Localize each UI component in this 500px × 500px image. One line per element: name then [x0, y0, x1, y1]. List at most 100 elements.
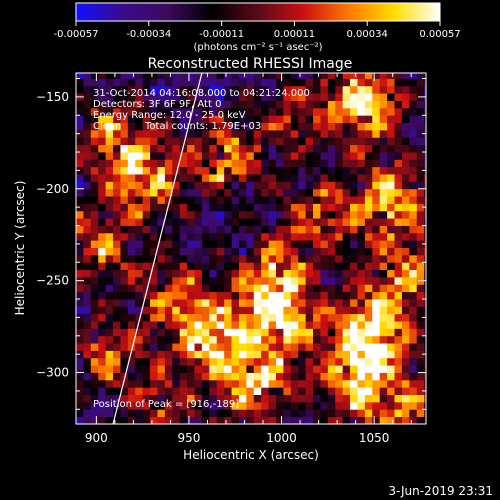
- heatmap-cell: [194, 306, 203, 315]
- heatmap-cell: [253, 203, 262, 212]
- heatmap-cell: [350, 174, 358, 182]
- heatmap-cell: [142, 210, 151, 219]
- heatmap-cell: [327, 291, 336, 300]
- heatmap-cell: [194, 232, 203, 241]
- heatmap-cell: [261, 203, 269, 212]
- heatmap-cell: [135, 276, 144, 285]
- heatmap-cell: [238, 276, 247, 285]
- y-tick-label: −300: [36, 366, 69, 380]
- info-clean: Clean: [93, 121, 121, 132]
- heatmap-cell: [268, 85, 277, 94]
- heatmap-cell: [276, 152, 284, 160]
- heatmap-cell: [268, 122, 277, 131]
- heatmap-cell: [313, 328, 321, 337]
- heatmap-cell: [98, 129, 107, 138]
- heatmap-cell: [276, 181, 284, 190]
- heatmap-cell: [83, 321, 92, 329]
- heatmap-cell: [409, 262, 418, 271]
- heatmap-cell: [409, 137, 418, 146]
- heatmap-cell: [335, 181, 344, 190]
- heatmap-cell: [135, 299, 144, 307]
- heatmap-cell: [379, 321, 388, 329]
- heatmap-cell: [424, 394, 426, 403]
- heatmap-cell: [142, 159, 151, 168]
- heatmap-cell: [335, 122, 344, 131]
- heatmap-cell: [142, 409, 151, 418]
- heatmap-cell: [379, 306, 388, 315]
- heatmap-cell: [194, 181, 203, 190]
- heatmap-cell: [298, 210, 307, 219]
- chart-title: Reconstructed RHESSI Image: [148, 56, 353, 72]
- heatmap-cell: [246, 394, 255, 403]
- heatmap-cell: [401, 262, 410, 271]
- heatmap-cell: [261, 254, 269, 263]
- heatmap-cell: [350, 372, 358, 381]
- heatmap-cell: [342, 225, 351, 234]
- heatmap-cell: [135, 335, 144, 344]
- heatmap-cell: [238, 254, 247, 263]
- heatmap-cell: [135, 328, 144, 337]
- heatmap-cell: [268, 107, 277, 116]
- heatmap-cell: [90, 276, 99, 285]
- heatmap-cell: [364, 78, 373, 87]
- heatmap-cell: [216, 166, 225, 175]
- heatmap-cell: [238, 401, 247, 410]
- heatmap-cell: [401, 284, 410, 293]
- heatmap-cell: [290, 401, 299, 410]
- heatmap-cell: [283, 335, 292, 344]
- heatmap-cell: [261, 240, 269, 248]
- heatmap-cell: [394, 73, 403, 79]
- heatmap-cell: [187, 188, 195, 197]
- heatmap-cell: [327, 276, 336, 285]
- heatmap-cell: [231, 254, 240, 263]
- heatmap-cell: [135, 254, 144, 263]
- heatmap-cell: [76, 328, 84, 337]
- heatmap-cell: [105, 394, 114, 403]
- heatmap-cell: [268, 313, 277, 322]
- heatmap-cell: [283, 240, 292, 248]
- heatmap-cell: [313, 137, 321, 146]
- heatmap-cell: [357, 379, 366, 388]
- heatmap-cell: [164, 335, 173, 344]
- heatmap-cell: [113, 284, 121, 293]
- heatmap-cell: [416, 357, 425, 366]
- heatmap-cell: [305, 335, 314, 344]
- heatmap-cell: [401, 357, 410, 366]
- heatmap-cell: [179, 78, 188, 87]
- heatmap-cell: [98, 73, 107, 79]
- heatmap-cell: [179, 357, 188, 366]
- heatmap-cell: [290, 174, 299, 182]
- heatmap-cell: [209, 379, 218, 388]
- heatmap-cell: [150, 174, 158, 182]
- heatmap-cell: [357, 188, 366, 197]
- heatmap-cell: [209, 144, 218, 153]
- heatmap-cell: [290, 240, 299, 248]
- heatmap-cell: [150, 313, 158, 322]
- heatmap-cell: [364, 262, 373, 271]
- heatmap-cell: [364, 166, 373, 175]
- heatmap-cell: [76, 122, 84, 131]
- heatmap-cell: [261, 262, 269, 271]
- heatmap-cell: [261, 159, 269, 168]
- heatmap-cell: [379, 335, 388, 344]
- heatmap-cell: [201, 129, 210, 138]
- heatmap-cell: [387, 159, 395, 168]
- heatmap-cell: [424, 181, 426, 190]
- heatmap-cell: [320, 152, 329, 160]
- heatmap-cell: [142, 350, 151, 359]
- heatmap-cell: [379, 159, 388, 168]
- heatmap-cell: [268, 78, 277, 87]
- heatmap-cell: [113, 152, 121, 160]
- heatmap-cell: [253, 85, 262, 94]
- heatmap-cell: [283, 203, 292, 212]
- heatmap-cell: [313, 232, 321, 241]
- heatmap-cell: [231, 100, 240, 109]
- heatmap-cell: [327, 387, 336, 395]
- heatmap-cell: [261, 328, 269, 337]
- heatmap-cell: [179, 343, 188, 351]
- heatmap-cell: [135, 181, 144, 190]
- heatmap-cell: [187, 166, 195, 175]
- heatmap-cell: [127, 107, 136, 116]
- heatmap-cell: [216, 328, 225, 337]
- heatmap-cell: [238, 232, 247, 241]
